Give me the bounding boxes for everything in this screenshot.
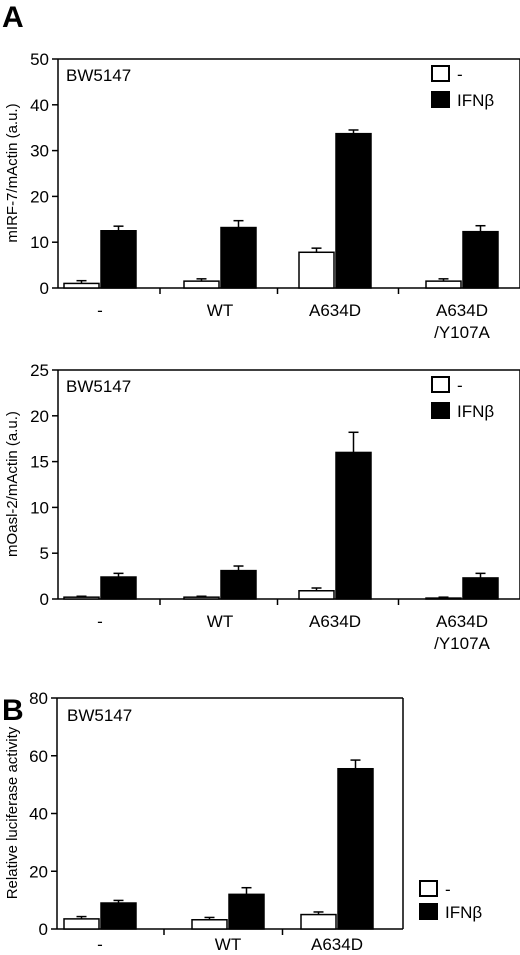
legend-swatch-untreated [431, 376, 450, 393]
bar-ifnb [220, 569, 257, 600]
y-tick-label: 25 [30, 361, 49, 380]
cell-line-label: BW5147 [66, 377, 131, 396]
bar-untreated [183, 596, 220, 600]
y-tick-label: 15 [30, 453, 49, 472]
category-label: /Y107A [434, 634, 490, 653]
bar-untreated [63, 596, 100, 600]
category-label: - [97, 301, 103, 320]
bar-ifnb [100, 576, 137, 600]
bar-ifnb [100, 230, 137, 289]
legend-label-ifnb: IFNβ [457, 91, 494, 110]
bar-untreated [63, 918, 100, 930]
bar-ifnb [462, 230, 499, 289]
bar-untreated [425, 597, 462, 600]
y-tick-label: 20 [29, 862, 48, 881]
y-tick-label: 30 [30, 142, 49, 161]
legend-swatch-untreated [431, 65, 450, 82]
bar-ifnb [335, 132, 372, 289]
legend-label-ifnb: IFNβ [445, 903, 482, 922]
y-tick-label: 60 [29, 747, 48, 766]
legend-swatch-ifnb [419, 903, 438, 920]
bar-ifnb [228, 893, 265, 930]
legend-swatch-untreated [419, 880, 438, 897]
category-label: WT [207, 612, 233, 631]
y-tick-label: 0 [40, 590, 49, 609]
y-axis-label: Relative luciferase activity [4, 726, 21, 899]
y-axis-label: mIRF-7/mActin (a.u.) [4, 103, 21, 242]
bar-untreated [298, 590, 335, 600]
legend-swatch-ifnb [431, 91, 450, 108]
cell-line-label: BW5147 [67, 706, 132, 725]
panel-letter-b: B [2, 694, 24, 727]
legend-label-ifnb: IFNβ [457, 402, 494, 421]
bar-untreated [183, 280, 220, 289]
category-label: A634D [309, 301, 361, 320]
bar-ifnb [337, 767, 374, 930]
category-label: A634D [309, 612, 361, 631]
legend-label-untreated: - [457, 65, 463, 84]
chart-oasl2: 0 5 10 15 20 25 mOasl-2/mActin (a.u.) BW5147 - WT… [4, 361, 520, 653]
category-label: - [97, 935, 103, 954]
y-tick-label: 10 [30, 233, 49, 252]
y-tick-label: 0 [39, 920, 48, 939]
bar-ifnb [462, 577, 499, 600]
y-tick-label: 10 [30, 498, 49, 517]
y-tick-label: 5 [40, 544, 49, 563]
category-label: WT [207, 301, 233, 320]
category-label: /Y107A [434, 323, 490, 342]
y-tick-label: 40 [30, 96, 49, 115]
bar-untreated [191, 919, 228, 930]
y-tick-label: 40 [29, 805, 48, 824]
legend-label-untreated: - [457, 376, 463, 395]
y-tick-label: 0 [40, 279, 49, 298]
bar-untreated [425, 280, 462, 289]
bar-ifnb [335, 451, 372, 600]
category-label: A634D [436, 301, 488, 320]
category-label: WT [215, 935, 241, 954]
bar-untreated [298, 251, 335, 289]
category-label: A634D [311, 935, 363, 954]
y-tick-label: 50 [30, 50, 49, 69]
bar-untreated [300, 913, 337, 930]
y-tick-label: 20 [30, 407, 49, 426]
bar-untreated [63, 282, 100, 289]
chart-luciferase: 0 20 40 60 80 Relative luciferase activity BW5… [4, 689, 482, 954]
legend-swatch-ifnb [431, 402, 450, 419]
chart-irf7: 0 10 20 30 40 50 mIRF-7/mActin (a.u.) BW5147 - WT… [4, 50, 520, 342]
bar-ifnb [220, 226, 257, 289]
category-label: A634D [436, 612, 488, 631]
y-tick-label: 20 [30, 187, 49, 206]
legend-label-untreated: - [445, 880, 451, 899]
y-tick-label: 80 [29, 689, 48, 708]
panel-letter-a: A [2, 1, 24, 34]
category-label: - [97, 612, 103, 631]
y-axis-label: mOasl-2/mActin (a.u.) [4, 411, 21, 557]
bar-ifnb [100, 902, 137, 930]
cell-line-label: BW5147 [66, 66, 131, 85]
